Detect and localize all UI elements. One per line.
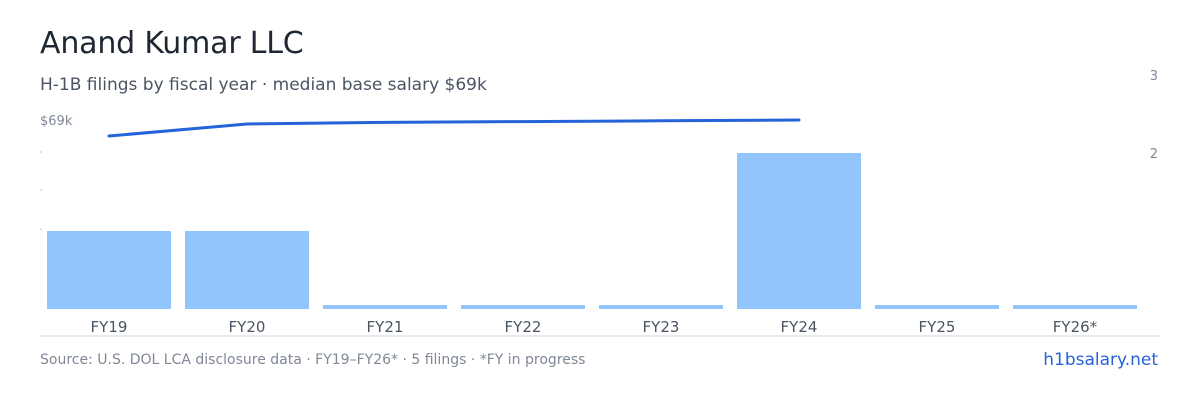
left-axis-tick-mark [40, 151, 42, 153]
x-tick-label: FY24 [781, 318, 818, 336]
left-axis-tick-mark [40, 228, 42, 230]
bar-fy20 [185, 231, 309, 309]
bar-fy25 [875, 305, 999, 309]
x-tick-label: FY19 [91, 318, 128, 336]
right-axis-tick: 3 [1150, 69, 1158, 84]
bar-fy19 [47, 231, 171, 309]
brand-link[interactable]: h1bsalary.net [1043, 350, 1158, 370]
x-tick-label: FY23 [643, 318, 680, 336]
source-note: Source: U.S. DOL LCA disclosure data · F… [40, 352, 586, 368]
bar-fy23 [599, 305, 723, 309]
left-axis-tick-mark [40, 189, 42, 191]
bar-fy21 [323, 305, 447, 309]
x-tick-label: FY26* [1053, 318, 1098, 336]
right-axis-tick: 2 [1150, 147, 1158, 162]
salary-line [107, 118, 801, 138]
bar-fy26 [1013, 305, 1137, 309]
x-tick-label: FY25 [919, 318, 956, 336]
x-tick-label: FY20 [229, 318, 266, 336]
x-tick-label: FY21 [367, 318, 404, 336]
chart-subtitle: H-1B filings by fiscal year · median bas… [40, 75, 487, 95]
chart-title: Anand Kumar LLC [40, 26, 304, 61]
x-tick-label: FY22 [505, 318, 542, 336]
bar-fy24 [737, 153, 861, 309]
left-axis-tick: $69k [40, 114, 73, 129]
bar-line-chart: FY19 FY20 FY21 FY22 FY23 FY24 FY25 FY26* 2 3 $69k [40, 69, 1160, 337]
bar-fy22 [461, 305, 585, 309]
